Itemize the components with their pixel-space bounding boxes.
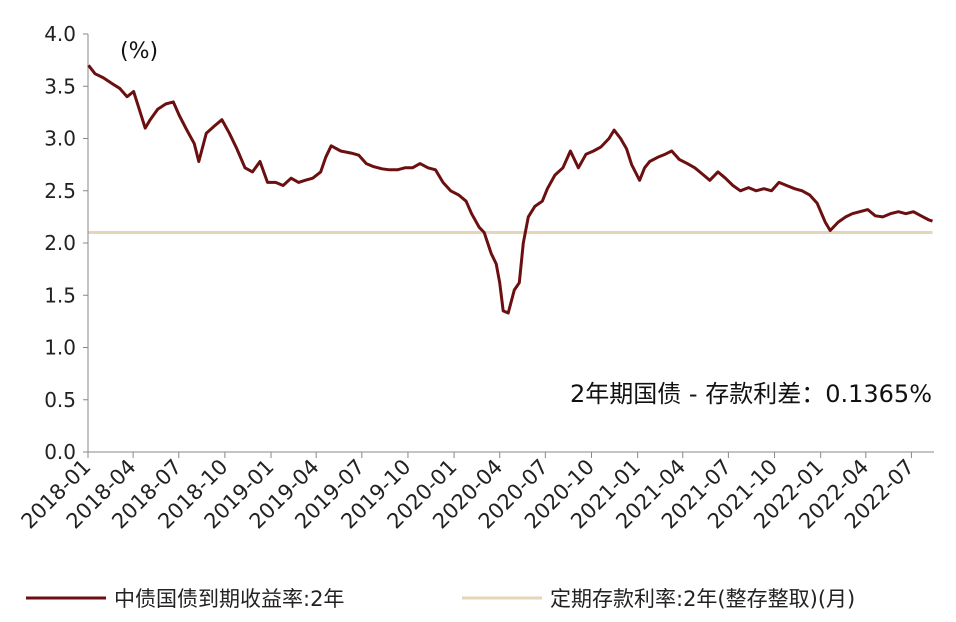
spread-annotation: 2年期国债 - 存款利差：0.1365% <box>570 380 932 408</box>
y-tick-label: 4.0 <box>44 22 76 46</box>
legend-label-bond-yield: 中债国债到期收益率:2年 <box>114 587 344 611</box>
y-tick-label: 0.0 <box>44 440 76 464</box>
y-tick-label: 1.0 <box>44 336 76 360</box>
legend: 中债国债到期收益率:2年 定期存款利率:2年(整存整取)(月) <box>26 587 855 611</box>
series-line-bond-yield <box>87 64 933 315</box>
unit-label: (%) <box>120 39 158 64</box>
y-tick-label: 0.5 <box>44 388 76 412</box>
y-tick-label: 3.5 <box>44 74 76 98</box>
y-axis: 0.0 0.5 1.0 1.5 2.0 2.5 3.0 3.5 4.0 <box>44 22 89 464</box>
x-axis: 2018-012018-042018-072018-102019-012019-… <box>17 451 934 534</box>
y-tick-label: 2.0 <box>44 231 76 255</box>
y-tick-label: 3.0 <box>44 127 76 151</box>
series-layer <box>87 64 933 315</box>
legend-label-deposit-rate: 定期存款利率:2年(整存整取)(月) <box>550 587 855 611</box>
y-tick-label: 2.5 <box>44 179 76 203</box>
y-tick-label: 1.5 <box>44 283 76 307</box>
